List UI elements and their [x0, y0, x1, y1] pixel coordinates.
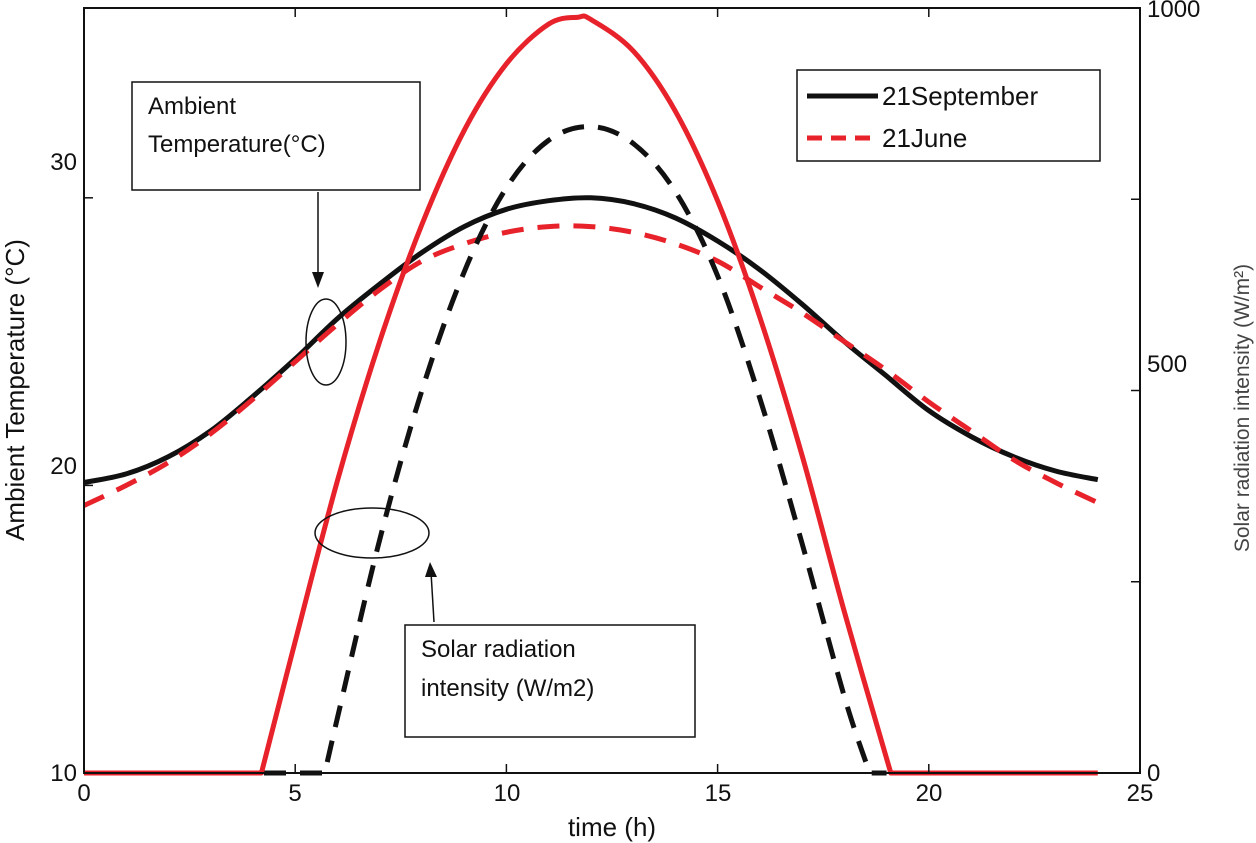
- annotation-arrowhead: [425, 562, 437, 577]
- annotation-arrowhead: [312, 272, 324, 288]
- legend-box: [796, 69, 1101, 162]
- annotation-line: Ambient: [148, 93, 236, 120]
- series-ambient-temperature-21september: [83, 195, 1099, 485]
- ticks-layer: [83, 7, 1141, 774]
- y-right-tick-label: 0: [1147, 760, 1160, 787]
- y-left-tick-label: 30: [50, 149, 77, 176]
- x-tick-label: 15: [705, 780, 732, 807]
- annotation-ellipse: [314, 507, 430, 559]
- annotation-box: [131, 81, 421, 191]
- y-right-tick-label: 1000: [1147, 0, 1200, 23]
- x-axis-title: time (h): [568, 812, 656, 842]
- annotation-ambient-temperature: Ambient Temperature(°C): [131, 81, 421, 386]
- x-tick-labels: 0 5 10 15 20 25: [77, 780, 1153, 807]
- x-tick-label: 0: [77, 780, 90, 807]
- annotation-line: intensity (W/m2): [421, 675, 594, 702]
- annotation-box: [404, 624, 696, 738]
- x-tick-label: 5: [288, 780, 301, 807]
- annotation-arrow: [430, 571, 435, 623]
- x-tick-label: 10: [494, 780, 521, 807]
- legend-label-september: 21September: [882, 81, 1038, 111]
- y-left-tick-label: 10: [50, 760, 77, 787]
- series-layer: [82, 13, 1099, 776]
- annotation-line: Temperature(°C): [148, 131, 326, 158]
- x-tick-label: 25: [1127, 780, 1154, 807]
- x-tick-label: 20: [916, 780, 943, 807]
- y-left-tick-label: 20: [50, 453, 77, 480]
- annotation-line: Solar radiation: [421, 636, 576, 663]
- y-right-tick-label: 500: [1147, 351, 1187, 378]
- annotation-ellipse: [305, 298, 347, 386]
- y-left-tick-labels: 10 20 30: [50, 149, 77, 787]
- y-right-tick-labels: 0 500 1000: [1147, 0, 1200, 787]
- y-left-axis-title: Ambient Temperature (°C): [0, 239, 30, 541]
- series-ambient-temperature-21june: [82, 223, 1099, 508]
- legend-label-june: 21June: [882, 123, 967, 153]
- annotation-solar-radiation: Solar radiation intensity (W/m2): [314, 507, 696, 738]
- legend: 21September 21June: [796, 69, 1101, 162]
- series-solar-radiation-21june: [84, 13, 1098, 776]
- y-right-axis-title: Solar radiation intensity (W/m²): [1231, 264, 1254, 552]
